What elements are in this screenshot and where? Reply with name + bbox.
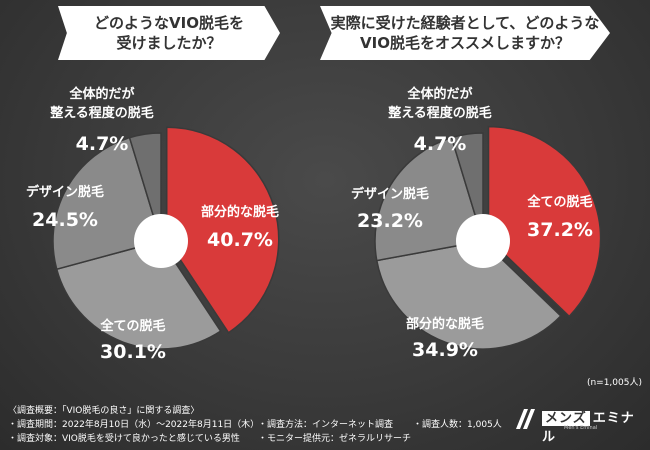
- sample-size: (n=1,005人): [586, 378, 642, 388]
- right-value-partial: 34.9%: [412, 339, 478, 361]
- pie-chart-right: [374, 125, 602, 350]
- pie-slice: [165, 126, 280, 334]
- left-label-trim-1: 全体的だが: [68, 86, 134, 102]
- question-right-text: 実際に受けた経験者として、どのような VIO脱毛をオススメしますか？: [330, 14, 600, 52]
- survey-method: ・調査方法：インターネット調査: [258, 420, 394, 430]
- pie-slice: [375, 240, 562, 350]
- survey-provider: ・モニター提供元：ゼネラルリサーチ: [258, 434, 412, 444]
- left-label-partial: 部分的な脱毛: [201, 204, 279, 220]
- pie-charts: 部分的な脱毛 40.7% 全ての脱毛 30.1% デザイン脱毛 24.5% 全体…: [26, 86, 602, 363]
- pie-slice: [374, 136, 484, 262]
- brand-name: メンズ エミナル: [542, 407, 642, 445]
- right-label-design: デザイン脱毛: [351, 186, 429, 202]
- right-label-trim-2: 整える程度の脱毛: [387, 105, 492, 121]
- left-value-partial: 40.7%: [207, 229, 273, 251]
- left-value-trim: 4.7%: [76, 133, 129, 155]
- pie-chart-left: [52, 126, 280, 350]
- question-banner-left: どのようなVIO脱毛を 受けましたか？: [58, 6, 280, 60]
- eminal-logo-icon: [516, 409, 535, 429]
- brand-box: メンズ: [542, 411, 590, 426]
- left-label-design: デザイン脱毛: [26, 184, 104, 200]
- survey-count: ・調査人数：1,005人: [413, 420, 502, 430]
- right-label-all: 全ての脱毛: [526, 194, 592, 210]
- right-value-trim: 4.7%: [414, 133, 467, 155]
- pie-slice: [487, 125, 602, 318]
- question-left-text: どのようなVIO脱毛を 受けましたか？: [94, 14, 244, 52]
- brand-main: エミナル: [542, 411, 635, 445]
- brand-logo: メンズ エミナル Men's Eminal: [514, 405, 642, 445]
- left-value-all: 30.1%: [100, 341, 166, 363]
- brand-sub: Men's Eminal: [564, 425, 598, 431]
- right-value-design: 23.2%: [357, 210, 423, 232]
- survey-overview: 〈調査概要：「VIO脱毛の良さ」に関する調査〉 ・調査期間：2022年8月10日…: [8, 404, 502, 446]
- left-label-all: 全ての脱毛: [99, 318, 165, 334]
- survey-title: 〈調査概要：「VIO脱毛の良さ」に関する調査〉: [8, 406, 200, 416]
- question-banner-right: 実際に受けた経験者として、どのような VIO脱毛をオススメしますか？: [320, 6, 610, 60]
- pie-slice: [52, 136, 162, 271]
- pie-center-hole: [134, 214, 188, 268]
- right-label-trim-1: 全体的だが: [406, 86, 472, 102]
- left-label-trim-2: 整える程度の脱毛: [49, 105, 154, 121]
- survey-period: ・調査期間：2022年8月10日（水）〜2022年8月11日（木）: [8, 420, 260, 430]
- left-value-design: 24.5%: [32, 209, 98, 231]
- right-label-partial: 部分的な脱毛: [406, 316, 484, 332]
- pie-slice: [450, 132, 484, 242]
- pie-slice: [128, 132, 162, 242]
- pie-center-hole: [456, 214, 510, 268]
- survey-target: ・調査対象：VIO脱毛を受けて良かったと感じている男性: [8, 434, 240, 444]
- pie-slice: [55, 240, 222, 350]
- right-value-all: 37.2%: [527, 219, 593, 241]
